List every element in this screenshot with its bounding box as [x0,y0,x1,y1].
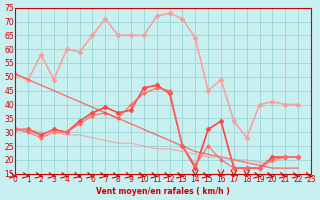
X-axis label: Vent moyen/en rafales ( km/h ): Vent moyen/en rafales ( km/h ) [96,187,230,196]
